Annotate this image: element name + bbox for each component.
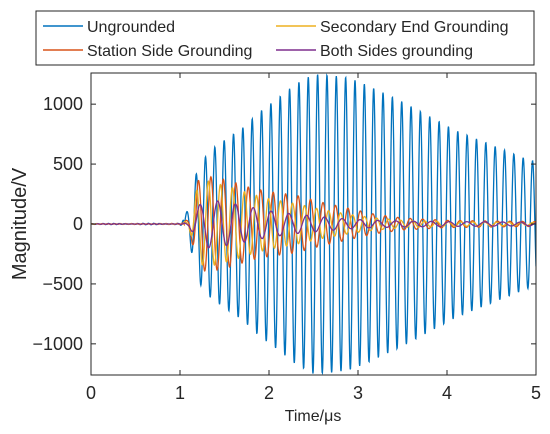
x-tick-label: 3 <box>353 383 363 403</box>
y-tick-label: −500 <box>42 274 83 294</box>
x-axis-ticks: 0 1 2 3 4 5 <box>86 73 541 403</box>
x-tick-label: 2 <box>264 383 274 403</box>
y-tick-label: 1000 <box>43 94 83 114</box>
series-layer <box>91 73 536 375</box>
legend-label-ungrounded: Ungrounded <box>87 19 175 36</box>
legend-box <box>35 10 535 66</box>
y-tick-label: 0 <box>73 214 83 234</box>
x-tick-label: 4 <box>442 383 452 403</box>
legend-label-both-sides: Both Sides grounding <box>320 43 473 60</box>
legend-label-station-side: Station Side Grounding <box>87 43 252 60</box>
x-axis-label: Time/μs <box>285 408 342 425</box>
series-line-both-sides-grounding <box>91 200 536 249</box>
y-tick-label: 500 <box>53 154 83 174</box>
x-tick-label: 5 <box>531 383 541 403</box>
legend-label-secondary-end: Secondary End Grounding <box>320 19 509 36</box>
y-tick-label: −1000 <box>32 334 83 354</box>
x-tick-label: 1 <box>175 383 185 403</box>
y-axis-ticks: −1000 −500 0 500 1000 <box>32 94 536 354</box>
legend: Ungrounded Station Side Grounding Second… <box>35 10 535 66</box>
x-tick-label: 0 <box>86 383 96 403</box>
y-axis-label: Magnitude/V <box>9 167 31 280</box>
